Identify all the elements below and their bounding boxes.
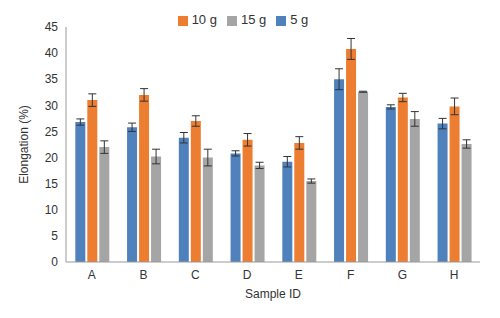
svg-text:Sample ID: Sample ID	[245, 287, 301, 301]
svg-text:5: 5	[51, 229, 58, 243]
svg-text:35: 35	[45, 72, 59, 86]
svg-text:10: 10	[45, 203, 59, 217]
svg-text:E: E	[295, 268, 303, 282]
svg-text:40: 40	[45, 46, 59, 60]
svg-text:15: 15	[45, 177, 59, 191]
html-text:5 g: 5 g	[290, 12, 309, 27]
svg-text:D: D	[243, 268, 252, 282]
svg-text:F: F	[347, 268, 354, 282]
html-text:15 g: 15 g	[241, 12, 267, 27]
svg-text:Elongation (%): Elongation (%)	[17, 105, 31, 184]
svg-text:45: 45	[45, 20, 59, 34]
svg-text:30: 30	[45, 99, 59, 113]
svg-text:0: 0	[51, 255, 58, 269]
svg-text:C: C	[191, 268, 200, 282]
svg-text:B: B	[140, 268, 148, 282]
svg-text:A: A	[88, 268, 96, 282]
svg-text:H: H	[450, 268, 459, 282]
svg-text:G: G	[398, 268, 407, 282]
svg-text:20: 20	[45, 151, 59, 165]
svg-text:25: 25	[45, 125, 59, 139]
html-text:10 g: 10 g	[191, 12, 217, 27]
